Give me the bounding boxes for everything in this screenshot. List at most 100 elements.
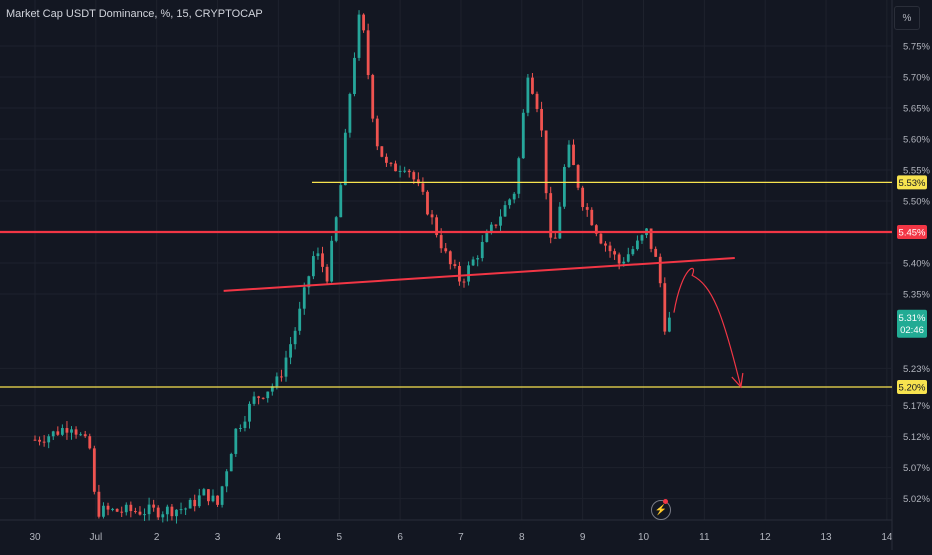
x-tick-label: Jul — [89, 532, 102, 543]
candle-body — [567, 144, 571, 167]
candle-body — [266, 391, 270, 399]
candle-body — [389, 162, 393, 164]
candle-body — [220, 486, 224, 505]
candle-body — [435, 217, 439, 236]
candle-body — [193, 499, 197, 507]
candle-body — [307, 276, 311, 288]
candle-body — [248, 403, 251, 422]
candle-body — [476, 258, 480, 260]
candle-body — [599, 233, 603, 244]
candle-body — [380, 146, 384, 157]
candle-body — [298, 308, 302, 331]
candle-body — [430, 214, 434, 218]
x-tick-label: 30 — [29, 532, 41, 543]
y-tick-label: 5.02% — [903, 494, 930, 505]
candle-body — [243, 421, 247, 428]
candle-body — [65, 428, 69, 433]
candle-body — [74, 429, 78, 435]
x-tick-label: 5 — [336, 532, 342, 543]
candle-body — [175, 509, 178, 517]
candle-body — [257, 396, 261, 398]
candle-body — [362, 14, 365, 31]
x-tick-label: 13 — [820, 532, 832, 543]
candle-body — [439, 235, 443, 249]
candle-body — [202, 489, 206, 496]
candle-body — [97, 491, 101, 517]
candle-body — [485, 232, 489, 242]
candle-body — [280, 376, 283, 378]
x-tick-label: 14 — [881, 532, 893, 543]
candle-body — [188, 499, 192, 509]
y-tick-label: 5.60% — [903, 135, 930, 146]
candle-body — [553, 237, 557, 239]
candle-body — [608, 245, 612, 252]
candle-body — [293, 330, 297, 345]
level-price-label: 5.20% — [899, 383, 926, 394]
candle-body — [124, 504, 128, 513]
candle-body — [92, 448, 96, 492]
candle-body — [517, 158, 521, 194]
y-tick-label: 5.23% — [903, 364, 930, 375]
candle-body — [316, 253, 320, 257]
candle-body — [531, 77, 534, 94]
candle-body — [343, 132, 347, 186]
x-tick-label: 7 — [458, 532, 464, 543]
candle-body — [654, 248, 658, 257]
candle-body — [353, 57, 356, 95]
candle-body — [88, 436, 92, 449]
level-price-label: 5.53% — [899, 178, 926, 189]
y-tick-label: 5.12% — [903, 432, 930, 443]
candle-body — [79, 434, 83, 436]
candle-body — [234, 428, 238, 454]
x-tick-label: 11 — [699, 532, 710, 543]
y-tick-label: 5.65% — [903, 104, 930, 115]
candle-body — [549, 193, 553, 238]
candle-body — [143, 514, 146, 516]
candle-body — [165, 506, 169, 515]
candle-body — [448, 251, 452, 265]
candle-body — [33, 439, 37, 441]
candle-body — [462, 281, 466, 283]
candle-body — [458, 266, 461, 282]
candle-body — [348, 94, 352, 133]
candle-body — [216, 495, 219, 505]
lightning-icon[interactable]: ⚡ — [651, 500, 671, 520]
candle-body — [238, 427, 242, 429]
candle-body — [311, 256, 315, 277]
candle-body — [134, 511, 137, 513]
current-price-tag — [897, 309, 927, 338]
percent-scale-button[interactable]: % — [894, 6, 920, 30]
x-tick-label: 8 — [519, 532, 525, 543]
candle-body — [617, 254, 621, 264]
candle-body — [412, 172, 416, 180]
candle-body — [613, 251, 616, 255]
candle-body — [503, 205, 507, 217]
candle-body — [444, 248, 448, 252]
y-tick-label: 5.75% — [903, 42, 930, 53]
candle-body — [270, 386, 274, 392]
candle-body — [649, 228, 653, 249]
y-tick-label: 5.40% — [903, 259, 930, 270]
candle-body — [302, 287, 306, 309]
candle-body — [494, 224, 498, 226]
candle-body — [426, 191, 429, 215]
candle-body — [453, 264, 457, 267]
candle-body — [51, 431, 55, 437]
candle-body — [115, 508, 119, 512]
candle-body — [385, 156, 388, 163]
candle-body — [403, 170, 407, 172]
x-tick-label: 4 — [276, 532, 282, 543]
candle-body — [467, 265, 470, 282]
countdown-label: 02:46 — [900, 325, 924, 336]
level-price-label: 5.45% — [899, 228, 926, 239]
candle-body — [540, 108, 543, 131]
candle-body — [407, 170, 411, 173]
candle-body — [111, 508, 114, 510]
candle-body — [70, 429, 73, 433]
x-tick-label: 3 — [215, 532, 221, 543]
candle-body — [339, 185, 343, 218]
candle-body — [229, 453, 233, 472]
y-tick-label: 5.55% — [903, 166, 930, 177]
